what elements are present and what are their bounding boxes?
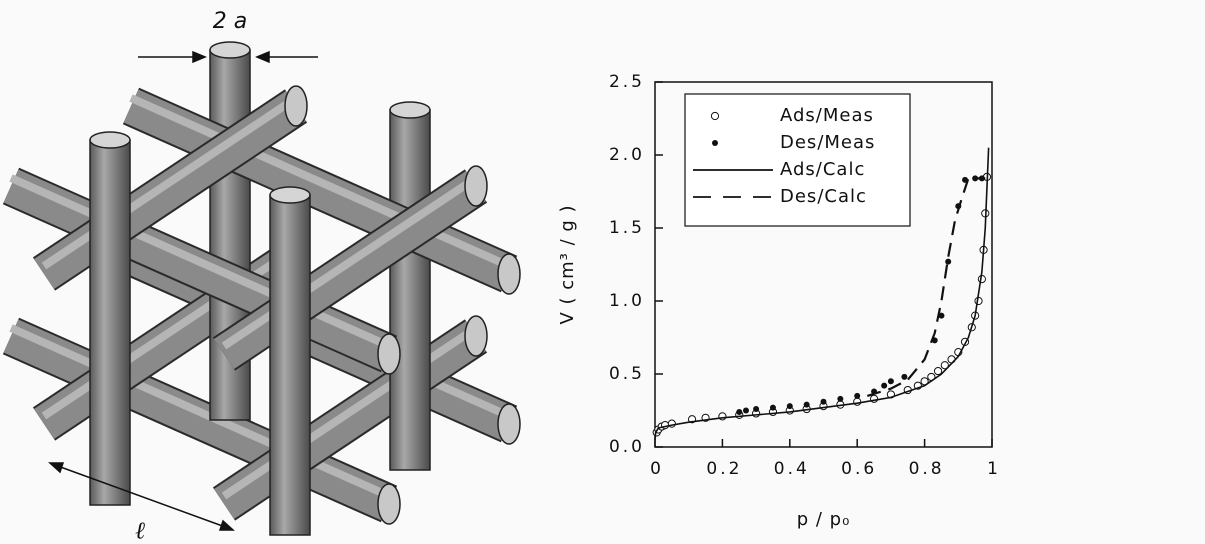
rod-highlight (129, 94, 511, 270)
legend-label: Des/Calc (780, 186, 867, 207)
y-tick-label: 1.0 (609, 291, 645, 311)
des-meas-point (887, 378, 894, 385)
rod-highlight (9, 174, 391, 350)
des-meas-point (837, 395, 844, 402)
rod-highlight (221, 174, 479, 350)
rod-end (497, 253, 521, 295)
chart: 0.0 0.5 1.0 1.5 2.0 2.5 0 0.2 0.4 0.6 0.8 1 p / p₀ V … (557, 72, 1001, 530)
length-label: ℓ (135, 517, 145, 544)
x-tick-label: 0.6 (841, 459, 877, 479)
rod-highlight (9, 324, 391, 500)
rod-highlight (41, 94, 299, 270)
x-tick-label: 0.2 (706, 459, 742, 479)
y-tick-label: 2.0 (609, 145, 645, 165)
ads-meas-point (940, 361, 949, 370)
post-top (209, 41, 251, 59)
y-tick-label: 1.5 (609, 218, 645, 238)
y-tick-label: 2.5 (609, 72, 645, 92)
width-label: 2 a (213, 9, 247, 34)
y-tick-label: 0.0 (609, 437, 645, 457)
des-meas-point (753, 406, 760, 413)
rod (3, 319, 397, 521)
des-meas-point (742, 407, 749, 414)
legend-symbol (712, 140, 718, 146)
x-tick-label: 0 (650, 459, 664, 479)
post (389, 109, 431, 471)
plot-frame (654, 81, 993, 448)
x-tick-label: 0.8 (909, 459, 945, 479)
des-meas-point (854, 392, 861, 399)
des-meas-point (881, 382, 888, 389)
rod-highlight (221, 324, 479, 500)
legend-box (684, 93, 911, 227)
des-meas-point (901, 373, 908, 380)
rod (123, 89, 517, 291)
legend-symbol (710, 111, 720, 121)
des-meas-point (769, 404, 776, 411)
rod (214, 171, 486, 369)
des-meas-point (786, 403, 793, 410)
rod (3, 169, 397, 371)
rod-end (377, 483, 401, 525)
legend-label: Des/Meas (780, 132, 875, 153)
x-tick-label: 1 (987, 459, 1001, 479)
post-top (389, 101, 431, 119)
post-top (89, 131, 131, 149)
rod-end (377, 333, 401, 375)
des-meas-point (803, 401, 810, 408)
post-top (269, 186, 311, 204)
rod-end (464, 315, 488, 357)
ads-meas-point (933, 366, 943, 376)
post (269, 194, 311, 536)
legend-label: Ads/Calc (780, 159, 865, 180)
ads-calc-line (654, 147, 990, 440)
rod-end (284, 85, 308, 127)
x-tick-label: 0.4 (774, 459, 810, 479)
x-axis-label: p / p₀ (797, 509, 851, 530)
y-axis-label: V ( cm³ / g ) (557, 204, 578, 324)
des-calc-line (866, 177, 986, 397)
legend-label: Ads/Meas (780, 105, 874, 126)
des-meas-point (736, 408, 743, 415)
lattice-diagram (2, 41, 521, 536)
diagram-annotations (48, 50, 318, 531)
des-meas-point (945, 258, 952, 265)
y-tick-label: 0.5 (609, 364, 645, 384)
des-meas-point (820, 398, 827, 405)
post (89, 139, 131, 506)
rod-end (464, 165, 488, 207)
des-meas-point (972, 175, 979, 182)
rod (34, 91, 306, 289)
des-meas-point (938, 312, 945, 319)
rod (214, 321, 486, 519)
rod-end (497, 403, 521, 445)
